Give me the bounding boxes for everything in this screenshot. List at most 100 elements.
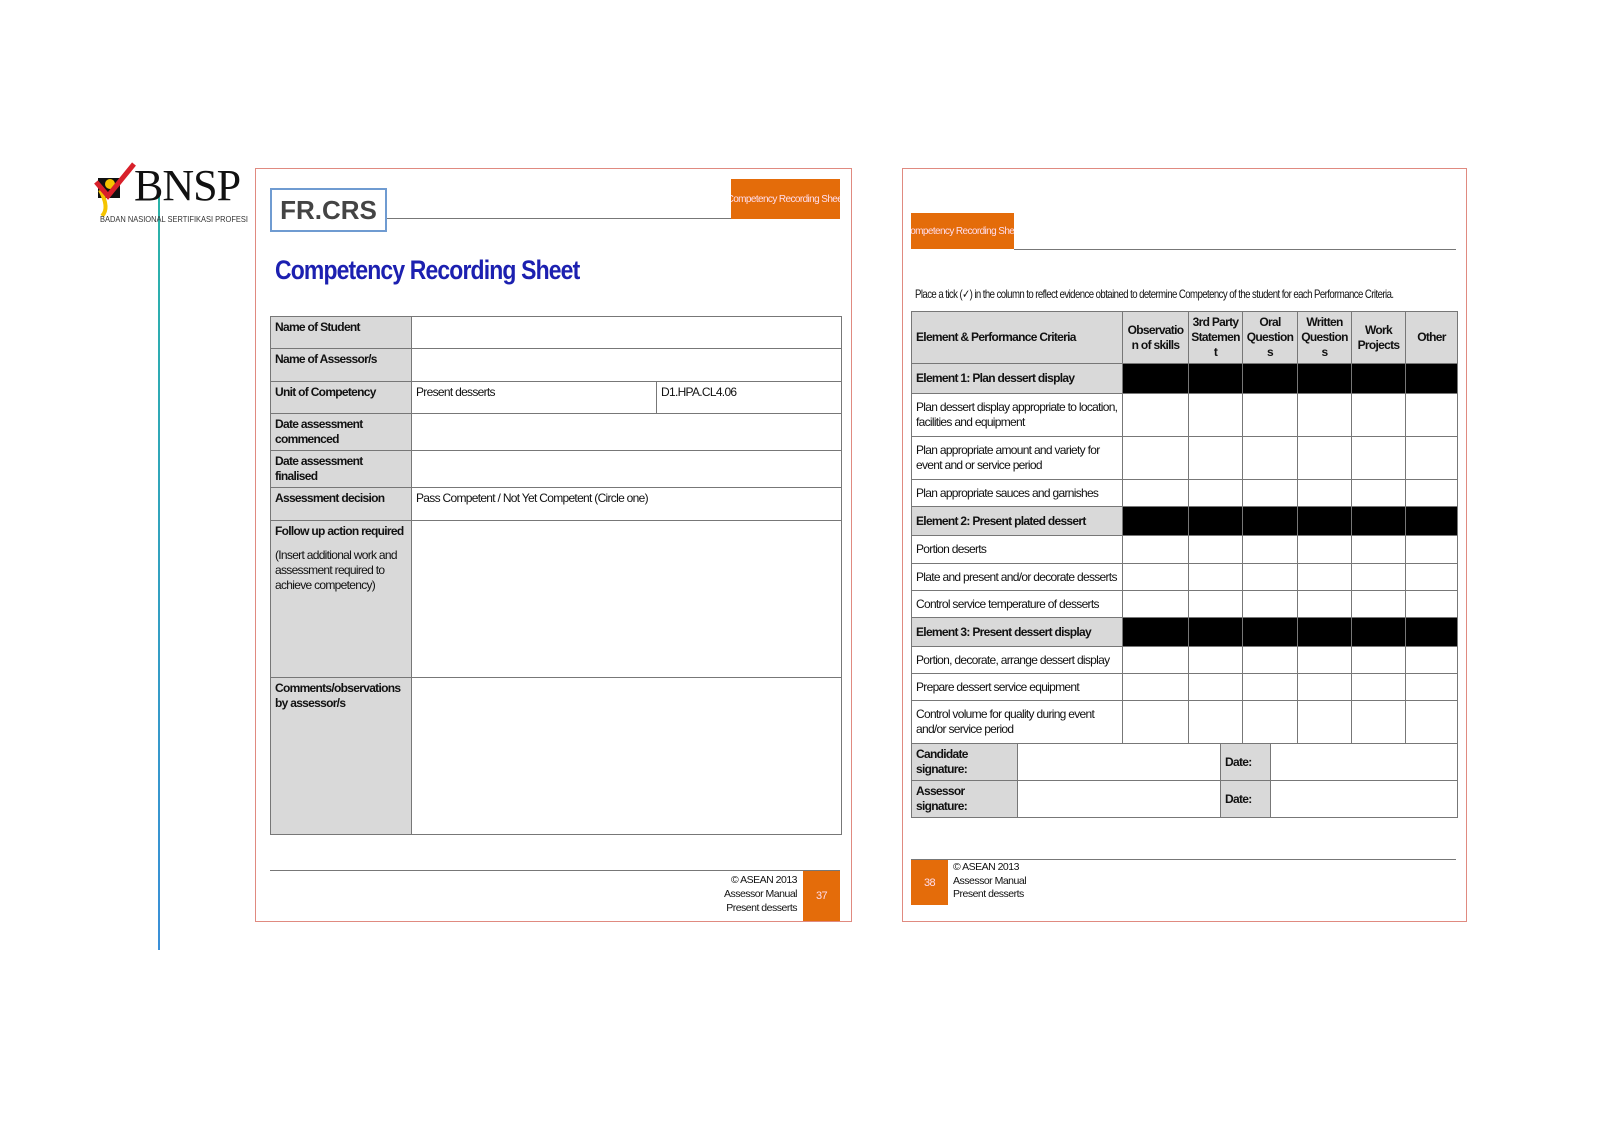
tick-cell[interactable]: [1405, 436, 1458, 480]
tick-cell[interactable]: [1242, 673, 1298, 701]
blocked-cell: [1122, 363, 1189, 394]
signature-field[interactable]: [1017, 743, 1221, 781]
form-code: FR.CRS: [270, 188, 387, 232]
tick-cell[interactable]: [1242, 535, 1298, 564]
tick-cell[interactable]: [1188, 393, 1243, 437]
logo-subtitle: BADAN NASIONAL SERTIFIKASI PROFESI: [100, 214, 248, 224]
element-row: Element 2: Present plated dessert: [911, 506, 1458, 536]
signature-label: Assessor signature:: [911, 780, 1018, 818]
criteria-row: Portion deserts: [911, 535, 1458, 564]
date-label: Date:: [1220, 780, 1271, 818]
tick-cell[interactable]: [1188, 479, 1243, 507]
tick-cell[interactable]: [1122, 673, 1189, 701]
row-label: Date assessment finalised: [270, 450, 412, 488]
tick-cell[interactable]: [1122, 700, 1189, 744]
tick-cell[interactable]: [1405, 700, 1458, 744]
tick-cell[interactable]: [1297, 393, 1352, 437]
info-row: Name of Assessor/s: [270, 348, 842, 382]
row-value[interactable]: [411, 450, 842, 488]
tick-cell[interactable]: [1297, 700, 1352, 744]
signature-field[interactable]: [1017, 780, 1221, 818]
tick-cell[interactable]: [1297, 479, 1352, 507]
tick-cell[interactable]: [1405, 479, 1458, 507]
tick-cell[interactable]: [1242, 646, 1298, 674]
tick-cell[interactable]: [1351, 590, 1406, 618]
row-value[interactable]: [411, 677, 842, 835]
logo-check-icon: [94, 162, 136, 218]
blocked-cell: [1297, 617, 1352, 647]
left-footer: © ASEAN 2013 Assessor Manual Present desse…: [270, 870, 840, 921]
row-value[interactable]: Pass Competent / Not Yet Competent (Circ…: [411, 487, 842, 521]
row-label: Unit of Competency: [270, 381, 412, 414]
tick-cell[interactable]: [1188, 563, 1243, 591]
tick-cell[interactable]: [1351, 393, 1406, 437]
tick-cell[interactable]: [1297, 590, 1352, 618]
tick-cell[interactable]: [1351, 535, 1406, 564]
row-value[interactable]: [411, 520, 842, 678]
tick-cell[interactable]: [1405, 535, 1458, 564]
unit-code: D1.HPA.CL4.06: [656, 381, 842, 414]
row-value[interactable]: [411, 413, 842, 451]
tick-cell[interactable]: [1122, 436, 1189, 480]
tick-cell[interactable]: [1405, 646, 1458, 674]
tick-cell[interactable]: [1351, 700, 1406, 744]
date-label: Date:: [1220, 743, 1271, 781]
date-field[interactable]: [1270, 780, 1458, 818]
row-value[interactable]: [411, 316, 842, 349]
tick-cell[interactable]: [1351, 563, 1406, 591]
tick-cell[interactable]: [1351, 646, 1406, 674]
tick-cell[interactable]: [1188, 646, 1243, 674]
tick-cell[interactable]: [1188, 535, 1243, 564]
tick-cell[interactable]: [1242, 436, 1298, 480]
criteria-row: Plan appropriate amount and variety for …: [911, 436, 1458, 480]
row-note: (Insert additional work and assessment r…: [275, 548, 398, 592]
tick-cell[interactable]: [1405, 393, 1458, 437]
tick-cell[interactable]: [1122, 646, 1189, 674]
row-label-text: Comments/observations by assessor/s: [275, 681, 401, 710]
tick-cell[interactable]: [1122, 535, 1189, 564]
blocked-cell: [1351, 363, 1406, 394]
tick-cell[interactable]: [1122, 590, 1189, 618]
tick-cell[interactable]: [1351, 436, 1406, 480]
tick-cell[interactable]: [1351, 479, 1406, 507]
header-tab-right: Competency Recording Sheet: [911, 213, 1014, 249]
tick-cell[interactable]: [1297, 535, 1352, 564]
tick-cell[interactable]: [1188, 673, 1243, 701]
blocked-cell: [1188, 506, 1243, 536]
tick-cell[interactable]: [1297, 646, 1352, 674]
tick-cell[interactable]: [1188, 590, 1243, 618]
tick-cell[interactable]: [1405, 590, 1458, 618]
tick-cell[interactable]: [1405, 563, 1458, 591]
row-label: Name of Assessor/s: [270, 348, 412, 382]
tick-cell[interactable]: [1122, 563, 1189, 591]
info-row: Follow up action required (Insert additio…: [270, 520, 842, 678]
tick-cell[interactable]: [1297, 563, 1352, 591]
row-value[interactable]: Present desserts: [411, 381, 657, 414]
info-row: Date assessment finalised: [270, 450, 842, 488]
row-value[interactable]: [411, 348, 842, 382]
blocked-cell: [1242, 617, 1298, 647]
tick-cell[interactable]: [1188, 700, 1243, 744]
tick-cell[interactable]: [1242, 393, 1298, 437]
blocked-cell: [1122, 506, 1189, 536]
tick-cell[interactable]: [1351, 673, 1406, 701]
tick-cell[interactable]: [1242, 590, 1298, 618]
criteria-text: Plate and present and/or decorate desser…: [911, 563, 1123, 591]
tick-cell[interactable]: [1188, 436, 1243, 480]
evidence-table: Element & Performance Criteria Observatio…: [911, 311, 1458, 744]
tick-cell[interactable]: [1242, 700, 1298, 744]
tick-cell[interactable]: [1122, 393, 1189, 437]
student-info-table: Name of Student Name of Assessor/s Unit of…: [270, 316, 842, 835]
blocked-cell: [1122, 617, 1189, 647]
signature-row: Assessor signature: Date:: [911, 780, 1458, 818]
date-field[interactable]: [1270, 743, 1458, 781]
info-row: Assessment decision Pass Competent / Not …: [270, 487, 842, 521]
tick-cell[interactable]: [1405, 673, 1458, 701]
tick-cell[interactable]: [1242, 563, 1298, 591]
info-row: Date assessment commenced: [270, 413, 842, 451]
tick-cell[interactable]: [1242, 479, 1298, 507]
tick-cell[interactable]: [1297, 673, 1352, 701]
tick-cell[interactable]: [1297, 436, 1352, 480]
tick-cell[interactable]: [1122, 479, 1189, 507]
info-row: Unit of Competency Present desserts D1.HPA…: [270, 381, 842, 414]
